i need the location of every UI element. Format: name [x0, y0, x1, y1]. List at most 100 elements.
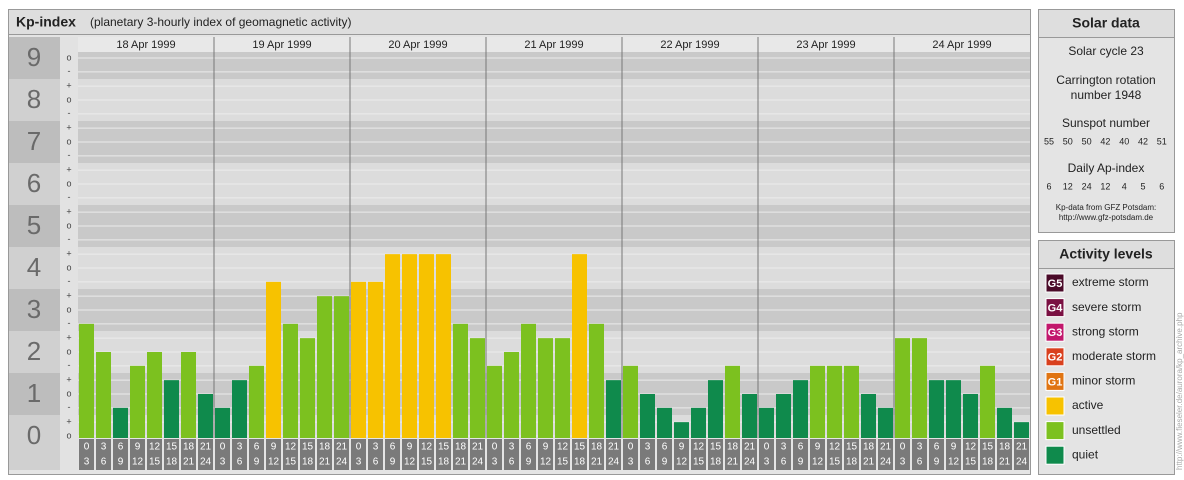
level-badge: G3	[1048, 327, 1063, 339]
digit-band	[9, 121, 60, 163]
hour-from: 3	[373, 442, 379, 453]
kp-bar	[402, 254, 417, 438]
ap-value: 12	[1100, 181, 1110, 191]
hour-to: 12	[404, 457, 416, 468]
hour-to: 21	[455, 457, 467, 468]
hour-box	[708, 439, 723, 470]
hour-from: 15	[710, 442, 722, 453]
minor-tick-label: o	[66, 388, 71, 398]
hour-box	[402, 439, 417, 470]
hour-to: 6	[373, 457, 379, 468]
hour-to: 15	[557, 457, 569, 468]
kp-bar	[232, 380, 247, 438]
hour-box	[742, 439, 757, 470]
kp-bar	[79, 323, 94, 438]
hour-from: 0	[84, 442, 90, 453]
hour-from: 0	[628, 442, 634, 453]
hour-from: 12	[421, 442, 433, 453]
kp-bar	[147, 352, 162, 438]
date-label: 21 Apr 1999	[524, 39, 583, 51]
hour-box	[776, 439, 791, 470]
source: Kp-data from GFZ Potsdam:	[1056, 203, 1156, 212]
hour-to: 3	[492, 457, 498, 468]
hour-box	[385, 439, 400, 470]
hour-from: 21	[472, 442, 484, 453]
hour-from: 15	[302, 442, 314, 453]
minor-tick-label: o	[66, 52, 71, 62]
kp-bar	[538, 338, 553, 438]
kp-bar	[215, 407, 230, 438]
hour-to: 6	[781, 457, 787, 468]
hour-from: 18	[183, 442, 195, 453]
hour-from: 0	[220, 442, 226, 453]
hour-box	[317, 439, 332, 470]
hour-box	[810, 439, 825, 470]
hour-from: 9	[407, 442, 413, 453]
hour-from: 15	[574, 442, 586, 453]
hour-from: 6	[254, 442, 260, 453]
hour-box	[657, 439, 672, 470]
kp-bar	[300, 338, 315, 438]
kp-bar	[759, 407, 774, 438]
hour-from: 0	[492, 442, 498, 453]
hour-from: 9	[679, 442, 685, 453]
kp-bar	[878, 407, 893, 438]
hour-from: 9	[271, 442, 277, 453]
kp-bar	[96, 352, 111, 438]
hour-from: 12	[829, 442, 841, 453]
hour-box	[334, 439, 349, 470]
solar-title: Solar data	[1072, 15, 1140, 31]
hour-box	[997, 439, 1012, 470]
level-swatch	[1045, 445, 1065, 465]
hour-box	[504, 439, 519, 470]
hour-from: 9	[543, 442, 549, 453]
hour-to: 3	[764, 457, 770, 468]
level-swatch	[1045, 371, 1065, 391]
date-row	[622, 37, 758, 52]
hour-box	[861, 439, 876, 470]
hour-from: 3	[917, 442, 923, 453]
kp-bar	[419, 254, 434, 438]
hour-box	[79, 439, 94, 470]
date-label: 18 Apr 1999	[116, 39, 175, 51]
source: http://www.gfz-potsdam.de	[1059, 213, 1154, 222]
kp-bar	[725, 365, 740, 438]
hour-box	[453, 439, 468, 470]
date-label: 19 Apr 1999	[252, 39, 311, 51]
minor-tick-label: o	[66, 346, 71, 356]
kp-bar	[589, 323, 604, 438]
minor-tick-label: o	[66, 430, 71, 440]
hour-to: 3	[84, 457, 90, 468]
minor-tick-label: +	[66, 333, 71, 343]
hour-to: 6	[645, 457, 651, 468]
hour-from: 12	[693, 442, 705, 453]
hour-to: 24	[880, 457, 892, 468]
minor-tick-label: o	[66, 262, 71, 272]
hour-box	[164, 439, 179, 470]
hour-from: 12	[285, 442, 297, 453]
level-swatch	[1045, 421, 1065, 441]
y-tick-label: 0	[27, 420, 41, 450]
kp-bar	[674, 422, 689, 438]
hour-to: 12	[540, 457, 552, 468]
digit-band	[9, 373, 60, 415]
hour-from: 12	[965, 442, 977, 453]
hour-to: 9	[390, 457, 396, 468]
hour-box	[351, 439, 366, 470]
kp-bar	[487, 365, 502, 438]
level-badge: G2	[1048, 352, 1063, 364]
y-tick-label: 6	[27, 168, 41, 198]
ap-value: 5	[1140, 181, 1145, 191]
y-tick-label: 2	[27, 336, 41, 366]
hour-from: 15	[982, 442, 994, 453]
hour-from: 12	[149, 442, 161, 453]
level-swatch	[1045, 273, 1065, 293]
hour-to: 12	[132, 457, 144, 468]
minor-tick-label: +	[66, 207, 71, 217]
hour-to: 15	[829, 457, 841, 468]
sunspot-value: 50	[1063, 136, 1073, 146]
hour-to: 3	[628, 457, 634, 468]
date-label: 20 Apr 1999	[388, 39, 447, 51]
kp-bar	[963, 394, 978, 438]
